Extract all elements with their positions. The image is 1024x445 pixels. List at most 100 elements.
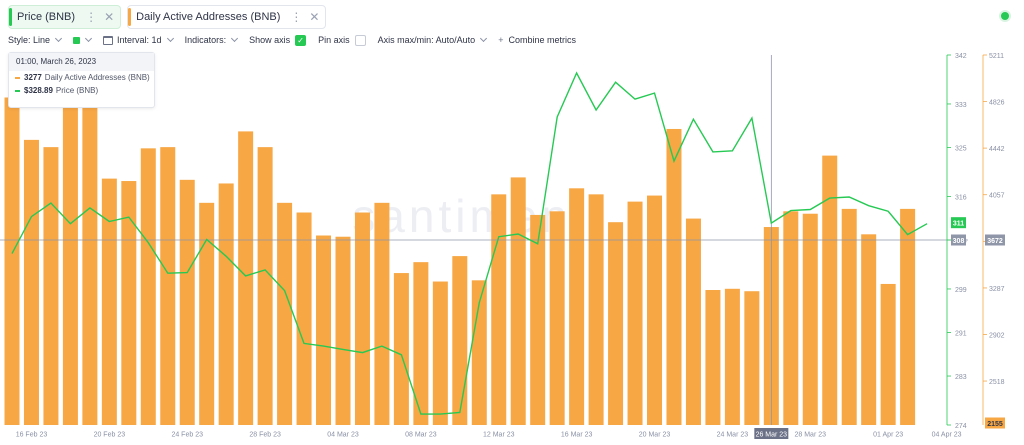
daa-bar [218, 183, 234, 425]
crosshair-date-badge-bg [754, 428, 789, 439]
daa-bar [432, 281, 448, 425]
combine-metrics-button[interactable]: + Combine metrics [498, 35, 576, 45]
indicators-dropdown[interactable]: Indicators: [184, 34, 239, 45]
daa-bar [491, 194, 507, 425]
pin-axis-toggle[interactable]: Pin axis [318, 34, 366, 46]
close-icon[interactable]: ✕ [309, 10, 320, 24]
combine-metrics-label: Combine metrics [508, 35, 576, 45]
tooltip-date: 01:00, March 26, 2023 [9, 53, 154, 71]
color-swatch-icon [73, 36, 81, 44]
daa-bar [549, 211, 565, 425]
daa-bar [452, 256, 468, 425]
tooltip-row-price: $328.89 Price (BNB) [9, 84, 154, 97]
current-price-badge: 311 [953, 221, 964, 228]
axis-maxmin-label: Axis max/min: Auto/Auto [377, 35, 476, 45]
daa-bar [880, 283, 896, 425]
daa-bar [121, 181, 137, 425]
style-dropdown-label: Style: Line [8, 35, 51, 45]
show-axis-toggle[interactable]: Show axis ✓ [249, 34, 307, 46]
x-axis-tick-label: 28 Feb 23 [249, 432, 281, 439]
indicators-label: Indicators: [184, 35, 227, 45]
daa-axis-tick-label: 3287 [989, 286, 1005, 293]
daa-bar [238, 131, 254, 425]
checkbox-checked-icon[interactable]: ✓ [295, 34, 307, 46]
daa-bar [510, 177, 526, 425]
daa-bars [4, 95, 916, 426]
daa-axis-tick-label: 2518 [989, 379, 1005, 386]
tooltip-price-value: $328.89 [24, 86, 53, 95]
daa-bar [471, 280, 487, 425]
crosshair-date-label: 26 Mar 23 [756, 432, 788, 439]
interval-dropdown[interactable]: Interval: 1d [103, 34, 174, 45]
style-dropdown[interactable]: Style: Line [8, 34, 63, 45]
more-options-icon[interactable]: ⋮ [85, 10, 97, 24]
crosshair-daa-badge-bg [985, 234, 1005, 246]
crosshair [0, 55, 968, 425]
metric-chip-daily-active-addresses[interactable]: Daily Active Addresses (BNB) ⋮ ✕ [127, 5, 327, 29]
daa-bar [179, 179, 195, 425]
x-axis-tick-label: 16 Mar 23 [561, 432, 593, 439]
daa-bar [354, 212, 370, 425]
daa-bar [140, 148, 156, 425]
x-axis-tick-label: 24 Mar 23 [717, 432, 749, 439]
live-status-dot-icon [1001, 12, 1009, 20]
legend-swatch-daa [15, 76, 20, 79]
color-picker[interactable] [73, 34, 93, 44]
daa-bar [374, 202, 390, 425]
x-axis-tick-label: 08 Mar 23 [405, 432, 437, 439]
min-daa-badge-bg [985, 417, 1005, 429]
daa-axis-tick-label: 4826 [989, 100, 1005, 107]
checkbox-unchecked-icon[interactable] [354, 34, 366, 46]
price-axis-tick-label: 333 [955, 102, 967, 109]
x-axis-tick-label: 04 Apr 23 [932, 432, 962, 439]
price-line-group [11, 71, 928, 415]
price-axis-tick-label: 299 [955, 287, 967, 294]
more-options-icon[interactable]: ⋮ [290, 10, 302, 24]
calendar-icon [103, 35, 114, 45]
daa-bar [569, 188, 585, 425]
close-icon[interactable]: ✕ [104, 10, 115, 24]
daa-axis-tick-label: 4057 [989, 193, 1005, 200]
x-axis-tick-label: 04 Mar 23 [327, 432, 359, 439]
pin-axis-label: Pin axis [318, 35, 350, 45]
axes: 342 333 325 316 308 299 291 283 274 5211 4826 4442 4… [16, 53, 1005, 439]
tooltip-row-daa: 3277 Daily Active Addresses (BNB) [9, 71, 154, 84]
tooltip-daa-value: 3277 [24, 73, 42, 82]
price-axis-tick-label: 316 [955, 194, 967, 201]
daa-bar [393, 273, 409, 425]
daa-bar [647, 195, 663, 425]
current-price-badge-bg [951, 217, 966, 229]
daa-bar [335, 236, 351, 425]
daa-bar [802, 213, 818, 425]
daa-bar [744, 291, 760, 425]
x-axis-tick-label: 20 Mar 23 [639, 432, 671, 439]
daa-bar [608, 222, 624, 425]
metric-chip-daa-label: Daily Active Addresses (BNB) [136, 11, 281, 23]
daa-bar [705, 290, 721, 425]
price-line [11, 71, 928, 415]
axis-maxmin-dropdown[interactable]: Axis max/min: Auto/Auto [377, 34, 488, 45]
daa-bar [861, 234, 877, 425]
price-axis-tick-label: 342 [955, 53, 967, 60]
metric-chip-price[interactable]: Price (BNB) ⋮ ✕ [8, 5, 122, 29]
daa-bar [900, 208, 916, 425]
daa-bar [296, 212, 312, 425]
daa-bar [277, 202, 293, 425]
x-axis-tick-label: 20 Feb 23 [94, 432, 126, 439]
daa-bar [316, 235, 332, 425]
price-axis-tick-label: 325 [955, 146, 967, 153]
plus-icon: + [498, 35, 504, 45]
price-axis-tick-label: 274 [955, 423, 967, 430]
legend-swatch-price [15, 89, 20, 92]
daa-bar [101, 178, 117, 425]
price-axis-tick-label: 291 [955, 331, 967, 338]
daa-bar [822, 155, 838, 425]
daa-bar [841, 208, 857, 425]
daa-bar [627, 201, 643, 425]
chart-tooltip: 01:00, March 26, 2023 3277 Daily Active … [8, 52, 155, 108]
price-axis-tick-label: 283 [955, 374, 967, 381]
daa-axis-tick-label: 4442 [989, 146, 1005, 153]
daa-bar [199, 202, 215, 425]
crosshair-price-badge-bg [951, 234, 966, 246]
